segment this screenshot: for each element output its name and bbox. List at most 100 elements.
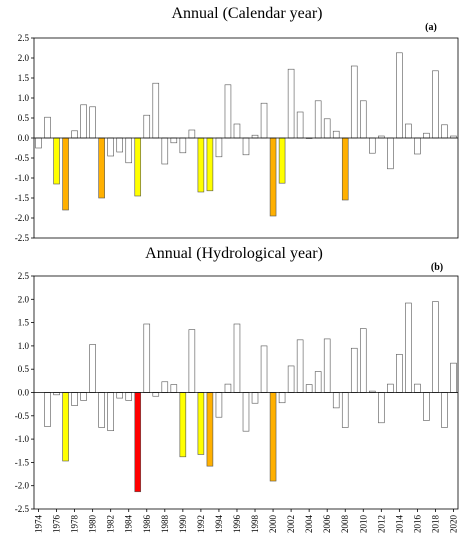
bar-1988: [161, 381, 169, 393]
x-tick-label: 2000: [268, 515, 278, 534]
bar-2002: [287, 68, 295, 139]
x-tick-label: 2008: [340, 515, 350, 534]
panel-b-hydrological-year: Annual (Hydrological year) (b) 2.5 2.0 1.5…: [15, 245, 459, 533]
bar-1976: [53, 137, 60, 185]
y-tick-label: 1.5: [18, 318, 30, 328]
bar-1985: [134, 392, 142, 493]
bar-1979: [80, 392, 87, 401]
y-tick-label: -2.5: [15, 504, 30, 514]
x-tick-label: 1996: [232, 515, 242, 534]
bar-1980: [89, 344, 96, 393]
bar-2017: [423, 132, 430, 139]
bar-1994: [215, 392, 223, 418]
bar-1974: [35, 137, 42, 149]
bar-1999: [260, 345, 268, 393]
bar-1992: [197, 392, 205, 455]
bar-1991: [188, 329, 196, 393]
x-tick-label: 2018: [430, 515, 440, 534]
bar-1982: [107, 137, 114, 157]
bar-1986: [143, 323, 151, 393]
bar-2007: [332, 392, 340, 409]
x-tick-label: 1978: [70, 515, 80, 534]
bar-2009: [350, 65, 358, 139]
panel-a-y-axis: 2.5 2.0 1.5 1.0 0.5 0.0 -0.5 -1.0 -1.5 -2.0 -2.5: [15, 33, 34, 243]
panel-a-calendar-year: Annual (Calendar year) (a) 2.5 2.0 1.5 1.0 0…: [15, 5, 459, 243]
bar-1984: [125, 392, 132, 401]
x-tick-label: 2006: [322, 515, 332, 534]
y-tick-label: 0.5: [18, 113, 30, 123]
y-tick-label: 0.0: [18, 133, 30, 143]
bar-1995: [224, 383, 232, 393]
bar-2018: [432, 70, 439, 139]
bar-2010: [359, 100, 367, 139]
bar-2003: [296, 339, 304, 393]
bar-2008: [341, 137, 349, 201]
x-tick-label: 1994: [214, 515, 224, 534]
bar-1990: [179, 137, 187, 154]
bar-1977: [62, 137, 69, 211]
bar-2014: [396, 52, 403, 139]
bar-1991: [188, 129, 196, 139]
bar-2004: [305, 384, 313, 393]
bar-2016: [414, 383, 421, 393]
x-tick-label: 2012: [376, 515, 386, 533]
x-tick-label: 1990: [178, 515, 188, 534]
y-tick-label: -2.5: [15, 233, 30, 243]
bar-1992: [197, 137, 205, 193]
bar-2000: [269, 137, 277, 217]
panel-b-title: Annual (Hydrological year): [145, 245, 323, 262]
bar-2020: [450, 362, 457, 393]
bar-1977: [62, 392, 69, 462]
bar-1998: [251, 134, 259, 139]
bar-1982: [107, 392, 114, 432]
x-tick-label: 1986: [142, 515, 152, 534]
bar-1987: [152, 392, 160, 397]
bar-2000: [269, 392, 277, 482]
y-tick-label: -1.5: [15, 193, 30, 203]
bar-1986: [143, 114, 151, 139]
bar-1993: [206, 392, 214, 467]
y-tick-label: 0.0: [18, 388, 30, 398]
bar-1993: [206, 137, 214, 192]
bar-2005: [314, 371, 322, 393]
bar-1985: [134, 137, 142, 197]
x-tick-label: 1982: [106, 515, 116, 533]
y-tick-label: 2.5: [18, 33, 30, 43]
bar-1994: [215, 137, 223, 158]
bar-1989: [170, 384, 178, 393]
bar-2018: [432, 301, 439, 393]
bar-2009: [350, 347, 358, 393]
x-tick-label: 1988: [160, 515, 170, 534]
bar-2013: [387, 383, 394, 393]
bar-1990: [179, 392, 187, 458]
bar-1981: [98, 137, 105, 199]
panel-b-y-axis: 2.5 2.0 1.5 1.0 0.5 0.0 -0.5 -1.0 -1.5 -2.0 -2.5: [15, 271, 34, 514]
x-tick-label: 1976: [52, 515, 62, 534]
bar-2014: [396, 353, 403, 393]
x-tick-label: 2020: [448, 515, 458, 534]
bar-1981: [98, 392, 105, 428]
y-tick-label: 1.0: [18, 93, 30, 103]
panel-b-bars: [44, 301, 457, 493]
bar-1975: [44, 116, 51, 139]
panel-a-label: (a): [425, 22, 437, 33]
bar-1980: [89, 106, 96, 139]
x-tick-label: 2002: [286, 515, 296, 533]
y-tick-label: -1.0: [15, 173, 30, 183]
panel-b-x-axis: 1974 1976 1978 1980 1982 1984 1986 1988 1990 1992…: [34, 509, 458, 534]
bar-1983: [116, 392, 123, 399]
bar-2016: [414, 137, 421, 155]
bar-2006: [323, 338, 331, 393]
y-tick-label: 0.5: [18, 364, 30, 374]
x-tick-label: 1974: [34, 515, 44, 534]
x-tick-label: 1980: [88, 515, 98, 534]
bar-2019: [441, 392, 448, 428]
bar-1983: [116, 137, 123, 153]
bar-2002: [287, 365, 295, 393]
x-tick-label: 1984: [124, 515, 134, 534]
bar-1989: [170, 137, 178, 144]
bar-2001: [278, 137, 286, 184]
y-tick-label: 1.5: [18, 73, 30, 83]
bar-1996: [233, 123, 241, 139]
